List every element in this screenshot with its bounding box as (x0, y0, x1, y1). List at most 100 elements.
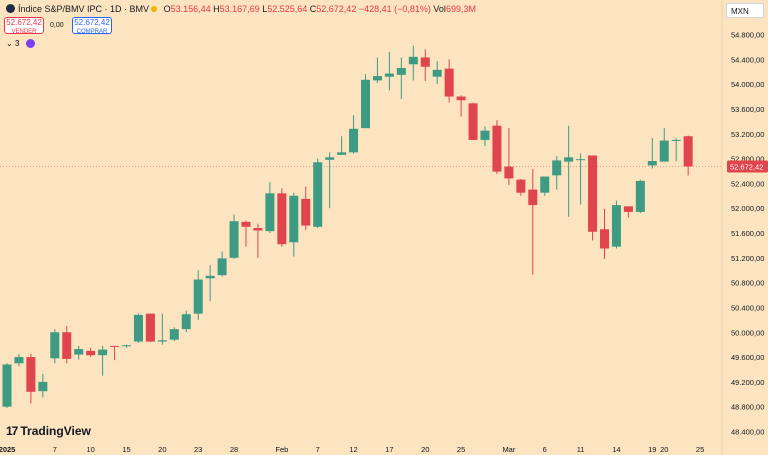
exchange-logo-icon (6, 4, 15, 13)
last-price-badge (727, 160, 768, 173)
currency-select[interactable]: MXN (726, 3, 764, 18)
candle-body (217, 258, 227, 276)
x-tick-label: 19 (648, 445, 656, 454)
candle-body (659, 140, 669, 162)
candle-body (552, 160, 562, 176)
candle-body (181, 314, 191, 330)
y-tick-label: 52.000,00 (731, 204, 764, 213)
candle-body (14, 357, 24, 364)
x-tick-label: 15 (122, 445, 130, 454)
open-label: O (163, 4, 171, 14)
candle-body (372, 76, 382, 81)
market-status-icon[interactable] (151, 6, 158, 12)
high-label: H (213, 4, 220, 14)
candle-body (2, 364, 12, 407)
tradingview-logo-icon: 17 (6, 424, 18, 438)
candle-body (528, 189, 538, 206)
y-tick-label: 53.600,00 (731, 105, 764, 114)
last-price-label: 52.672,42 (730, 162, 763, 171)
candle-body (361, 79, 370, 129)
y-tick-label: 50.800,00 (731, 279, 764, 288)
candle-body (420, 57, 430, 67)
volume-value: 699,3M (445, 4, 476, 14)
symbol-header: Índice S&P/BMV IPC · 1D · BMV O53.156,44… (6, 4, 476, 14)
candle-body (133, 314, 143, 342)
candle-body (193, 279, 203, 314)
x-tick-label: 25 (696, 445, 704, 454)
y-tick-label: 52.400,00 (731, 179, 764, 188)
candle-body (384, 73, 394, 77)
indicators-toggle[interactable]: ⌄ 3 (6, 39, 35, 48)
x-tick-label: 7 (53, 445, 57, 454)
y-tick-label: 50.400,00 (731, 303, 764, 312)
indicators-count: 3 (14, 39, 20, 48)
candle-body (169, 329, 179, 340)
candle-body (229, 221, 239, 258)
x-tick-label: 17 (385, 445, 393, 454)
candle-body (504, 166, 514, 179)
y-tick-label: 54.000,00 (731, 80, 764, 89)
candle-body (98, 349, 108, 356)
x-tick-label: 10 (86, 445, 94, 454)
candle-body (623, 206, 633, 212)
buy-button[interactable]: 52.672,42 COMPRAR (72, 17, 112, 35)
tradingview-logo: 17 TradingView (6, 424, 91, 438)
candle-body (50, 332, 60, 359)
y-tick-label: 50.000,00 (731, 328, 764, 337)
candle-body (325, 157, 335, 160)
candle-body (38, 381, 48, 392)
candle-body (576, 159, 586, 161)
candle-body (468, 103, 478, 140)
indicator-icon[interactable] (25, 39, 35, 48)
x-tick-label: 20 (660, 445, 668, 454)
volume-label: Vol (433, 4, 446, 14)
spread-value: 0,00 (50, 22, 64, 29)
candle-body (157, 340, 167, 342)
candle-body (265, 193, 275, 232)
sell-label: VENDER (11, 29, 37, 35)
candle-body (564, 157, 574, 162)
candle-body (349, 128, 359, 153)
low-value: 52.525,64 (267, 4, 308, 14)
symbol-title[interactable]: Índice S&P/BMV IPC · 1D · BMV (18, 4, 150, 14)
x-tick-label: 20 (158, 445, 166, 454)
candle-body (74, 348, 84, 355)
candle-body (408, 56, 418, 65)
candle-body (241, 221, 251, 227)
candle-body (26, 357, 36, 392)
candle-body (396, 67, 406, 75)
x-tick-label: Feb (275, 445, 288, 454)
change-value: −428,41 (−0,81%) (358, 4, 431, 14)
y-tick-label: 48.400,00 (731, 428, 764, 437)
candle-body (289, 195, 299, 243)
y-tick-label: 49.600,00 (731, 353, 764, 362)
x-tick-label: 14 (612, 445, 620, 454)
y-tick-label: 49.200,00 (731, 378, 764, 387)
brand-name: TradingView (20, 424, 91, 438)
candle-body (516, 179, 526, 193)
y-tick-label: 51.600,00 (731, 229, 764, 238)
candle-body (647, 161, 657, 166)
candle-body (683, 136, 693, 167)
candle-body (145, 313, 155, 342)
x-tick-label: 7 (316, 445, 320, 454)
y-tick-label: 48.800,00 (731, 403, 764, 412)
candle-body (540, 176, 550, 193)
sell-price: 52.672,42 (6, 18, 42, 27)
candle-body (432, 69, 442, 77)
y-tick-label: 51.200,00 (731, 254, 764, 263)
x-tick-label: Mar (502, 445, 515, 454)
candle-body (205, 275, 215, 279)
candle-body (110, 345, 120, 347)
buy-label: COMPRAR (76, 29, 108, 35)
candle-body (635, 180, 645, 212)
close-label: C (309, 4, 317, 14)
x-tick-label: 2025 (0, 445, 15, 454)
candle-body (492, 125, 502, 172)
sell-button[interactable]: 52.672,42 VENDER (4, 17, 44, 35)
high-value: 53.167,69 (219, 4, 260, 14)
x-tick-label: 28 (230, 445, 238, 454)
x-tick-label: 6 (543, 445, 547, 454)
